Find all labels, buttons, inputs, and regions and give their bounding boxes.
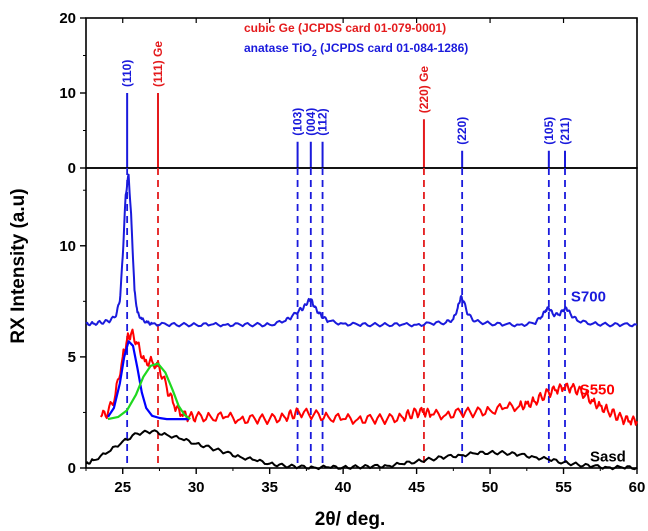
reference-label: (110) (120, 60, 134, 87)
series-s700 (85, 173, 638, 328)
y-axis-title: RX Intensity (a.u) (8, 188, 29, 343)
reference-label: (211) (558, 117, 572, 144)
top-y-tick-label: 0 (68, 160, 76, 177)
x-tick-label: 55 (555, 479, 572, 496)
series-sasd (85, 429, 638, 471)
bottom-y-tick-label: 0 (68, 460, 76, 477)
x-tick-label: 50 (482, 479, 499, 496)
x-tick-label: 25 (114, 479, 131, 496)
series-label-s550: S550 (580, 382, 615, 399)
reference-label: (004) (304, 108, 318, 136)
bottom-panel: 0 5 10 S700 S550 Sasd (59, 167, 638, 477)
reference-label: (111) Ge (151, 41, 165, 87)
x-tick-label: 60 (629, 479, 646, 496)
top-panel: 10 20 cubic Ge (JCPDS card 01-079-0001) ana… (59, 10, 638, 177)
reference-label: (103) (291, 108, 305, 136)
top-y-tick-label: 10 (59, 85, 76, 102)
x-tick-label: 35 (261, 479, 278, 496)
reference-label: (220) Ge (417, 66, 431, 114)
x-axis-title: 2θ/ deg. (315, 509, 385, 530)
fit-curve (107, 340, 189, 421)
legend-anatase-tio2: anatase TiO2 (JCPDS card 01-084-1286) (244, 41, 468, 58)
fit-curve (107, 362, 191, 421)
x-axis: 25 30 35 40 45 50 55 60 (85, 468, 646, 496)
x-tick-label: 30 (188, 479, 205, 496)
legend-cubic-ge: cubic Ge (JCPDS card 01-079-0001) (244, 21, 446, 35)
reference-label: (220) (455, 117, 469, 145)
series-label-s700: S700 (571, 288, 606, 305)
reference-label: (112) (316, 108, 330, 135)
series-label-sasd: Sasd (590, 448, 626, 465)
bottom-panel-frame (85, 167, 638, 469)
series-s550 (99, 328, 638, 426)
bottom-y-tick-label: 5 (68, 349, 76, 366)
top-y-tick-label: 20 (59, 10, 76, 27)
reference-label: (105) (542, 117, 556, 145)
x-tick-label: 40 (335, 479, 352, 496)
bottom-y-tick-label: 10 (59, 238, 76, 255)
x-tick-label: 45 (408, 479, 425, 496)
